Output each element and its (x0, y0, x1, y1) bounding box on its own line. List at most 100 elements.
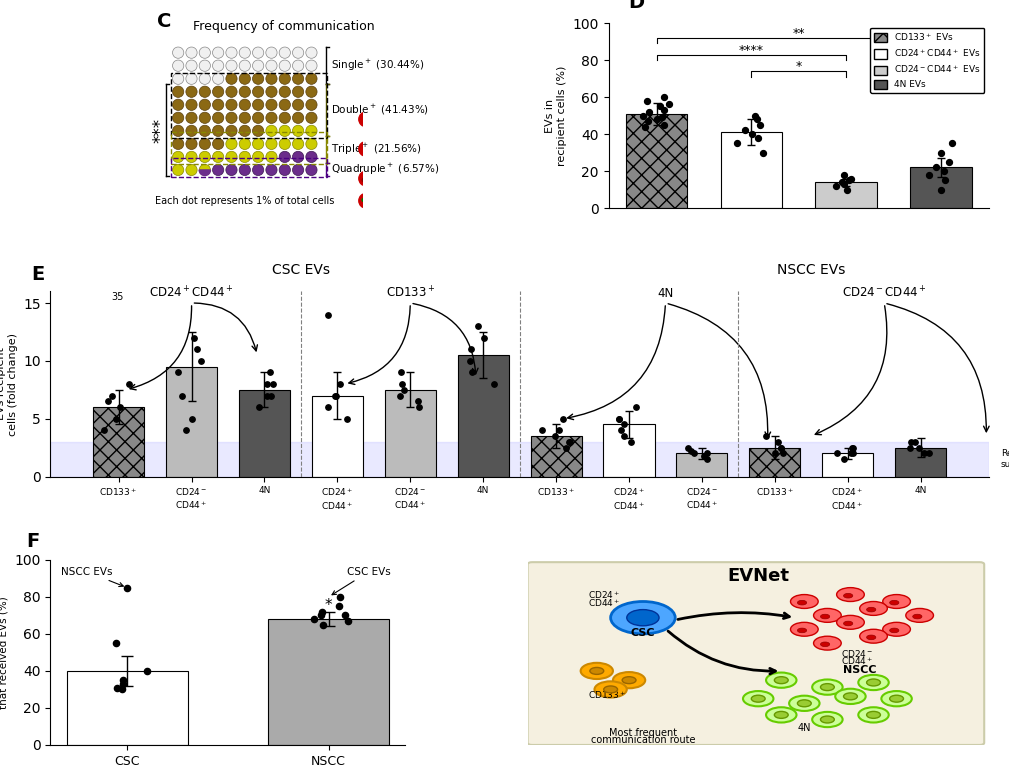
Point (653, 100, 669, 112)
Bar (458, 355, 509, 477)
Circle shape (265, 151, 277, 163)
Circle shape (265, 125, 277, 137)
Point (485, 378, 501, 390)
Point (328, 389, 344, 402)
Text: Double$^+$ (41.43%): Double$^+$ (41.43%) (331, 104, 429, 118)
Circle shape (279, 138, 291, 150)
Circle shape (252, 112, 263, 124)
Text: NSCC EVs: NSCC EVs (61, 567, 123, 587)
Circle shape (279, 151, 291, 163)
Circle shape (820, 684, 834, 690)
Point (395, 378, 411, 390)
Point (258, 389, 274, 402)
Circle shape (359, 141, 373, 157)
Circle shape (594, 681, 627, 697)
Circle shape (844, 693, 858, 700)
Circle shape (173, 138, 184, 150)
Point (315, 605, 331, 617)
Point (463, 366, 479, 379)
Point (170, 366, 186, 379)
Circle shape (252, 138, 263, 150)
Point (656, 104, 672, 116)
Point (332, 591, 348, 603)
Point (836, 178, 853, 190)
Bar (531, 436, 581, 477)
Text: ****: **** (739, 44, 764, 57)
Circle shape (820, 716, 834, 723)
Point (843, 172, 859, 184)
Point (662, 98, 678, 111)
Circle shape (906, 608, 933, 622)
Circle shape (239, 125, 250, 137)
Point (616, 430, 633, 442)
Point (629, 401, 645, 413)
Circle shape (789, 696, 819, 711)
Point (261, 366, 277, 379)
Circle shape (226, 47, 237, 58)
Circle shape (226, 164, 237, 176)
Y-axis label: EVs recipient
cells (fold change): EVs recipient cells (fold change) (0, 333, 17, 435)
Bar (239, 390, 290, 477)
Circle shape (610, 601, 675, 634)
Circle shape (199, 47, 211, 58)
Bar (895, 448, 946, 477)
Circle shape (186, 86, 197, 98)
Text: C: C (157, 12, 172, 31)
Circle shape (279, 164, 291, 176)
Circle shape (844, 594, 853, 598)
Point (558, 442, 574, 454)
Text: *: * (325, 598, 332, 613)
Point (839, 184, 856, 196)
Point (845, 442, 861, 454)
Circle shape (265, 73, 277, 84)
Circle shape (199, 99, 211, 111)
Circle shape (867, 679, 881, 686)
Point (561, 435, 577, 448)
Point (320, 309, 336, 321)
Circle shape (213, 60, 224, 71)
Point (842, 174, 858, 187)
Circle shape (239, 112, 250, 124)
Circle shape (186, 112, 197, 124)
Circle shape (293, 73, 304, 84)
Circle shape (199, 73, 211, 84)
Circle shape (226, 86, 237, 98)
Circle shape (813, 636, 842, 650)
Circle shape (265, 112, 277, 124)
Point (640, 115, 656, 127)
Circle shape (820, 614, 829, 619)
Point (410, 396, 426, 408)
Circle shape (820, 642, 829, 647)
Bar (603, 425, 655, 477)
Point (920, 447, 936, 459)
Circle shape (890, 695, 903, 702)
Circle shape (580, 663, 612, 679)
Circle shape (293, 47, 304, 58)
Point (121, 378, 137, 390)
Bar (172, 132, 327, 164)
Circle shape (252, 125, 263, 137)
Text: 4N: 4N (797, 723, 811, 733)
Point (699, 453, 715, 465)
Circle shape (844, 621, 853, 626)
Circle shape (364, 178, 368, 182)
Circle shape (867, 711, 881, 718)
Bar (676, 453, 727, 477)
Circle shape (186, 99, 197, 111)
Circle shape (867, 635, 876, 640)
Bar (822, 453, 873, 477)
Point (263, 389, 279, 402)
Point (767, 447, 783, 459)
Text: Single$^+$ (30.44%): Single$^+$ (30.44%) (331, 58, 424, 73)
Point (744, 128, 760, 141)
Point (911, 442, 927, 454)
Circle shape (173, 86, 184, 98)
Point (184, 412, 200, 425)
Circle shape (226, 73, 237, 84)
Circle shape (199, 86, 211, 98)
Circle shape (293, 151, 304, 163)
Bar (172, 72, 327, 138)
Bar (93, 407, 144, 477)
Circle shape (213, 151, 224, 163)
Point (903, 435, 919, 448)
